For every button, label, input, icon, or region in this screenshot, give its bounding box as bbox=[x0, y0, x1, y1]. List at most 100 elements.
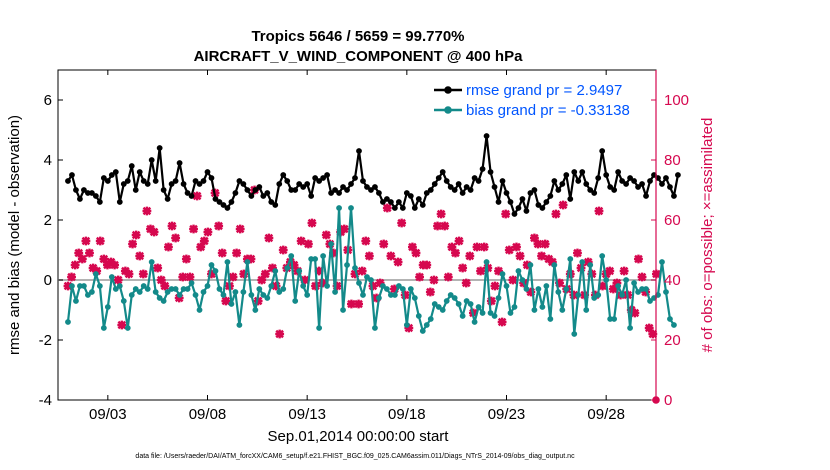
obs-count-marker bbox=[192, 191, 202, 201]
bias-point bbox=[332, 289, 338, 295]
obs-count-marker bbox=[113, 275, 123, 285]
obs-count-marker bbox=[260, 269, 270, 279]
obs-count-marker bbox=[368, 281, 378, 291]
bias-point bbox=[575, 292, 582, 298]
rmse-point bbox=[615, 169, 622, 175]
rmse-point bbox=[547, 193, 554, 199]
bias-point bbox=[276, 289, 283, 295]
obs-count-marker bbox=[117, 320, 127, 330]
obs-count-marker bbox=[540, 239, 550, 249]
rmse-point bbox=[643, 193, 649, 199]
obs-count-marker bbox=[504, 245, 514, 255]
bias-point bbox=[499, 271, 506, 277]
obs-count-marker bbox=[239, 269, 249, 279]
bias-point bbox=[523, 286, 530, 292]
obs-count-marker bbox=[303, 239, 313, 249]
obs-count-marker bbox=[404, 323, 414, 333]
rmse-point bbox=[216, 199, 223, 205]
rmse-point bbox=[212, 196, 219, 202]
bias-point bbox=[415, 313, 422, 319]
rmse-point bbox=[220, 202, 227, 208]
bias-point bbox=[316, 325, 323, 331]
rmse-point bbox=[96, 199, 103, 205]
bias-point bbox=[77, 283, 83, 289]
rmse-point bbox=[356, 148, 362, 154]
obs-count-marker bbox=[386, 251, 396, 261]
bias-point bbox=[264, 295, 271, 301]
obs-count-marker bbox=[605, 266, 615, 276]
rmse-point bbox=[360, 178, 366, 184]
rmse-point bbox=[487, 169, 494, 175]
obs-count-marker bbox=[128, 239, 137, 249]
rmse-point bbox=[344, 187, 350, 193]
obs-count-marker bbox=[630, 308, 640, 318]
obs-count-marker bbox=[174, 293, 184, 303]
rmse-point bbox=[507, 199, 514, 205]
rmse-point bbox=[168, 181, 175, 187]
data-file-note: data file: /Users/raeder/DAI/ATM_forcXX/… bbox=[135, 453, 575, 460]
rmse-point bbox=[631, 178, 637, 184]
obs-count-marker bbox=[181, 254, 191, 264]
bias-point bbox=[100, 325, 107, 331]
obs-count-marker bbox=[246, 254, 256, 264]
chart-subtitle: AIRCRAFT_V_WIND_COMPONENT @ 400 hPa bbox=[194, 48, 524, 65]
obs-count-marker bbox=[153, 263, 163, 273]
y2-tick-label: 100 bbox=[664, 92, 689, 109]
obs-count-marker bbox=[361, 236, 371, 246]
bias-point bbox=[495, 295, 502, 301]
bias-point bbox=[224, 259, 231, 265]
rmse-point bbox=[587, 187, 594, 193]
obs-count-marker bbox=[465, 251, 475, 261]
bias-point bbox=[280, 286, 287, 292]
bias-point bbox=[368, 277, 374, 283]
rmse-point bbox=[603, 172, 610, 178]
rmse-point bbox=[232, 190, 239, 196]
x-axis: 09/03 09/08 09/13 09/18 09/23 09/28 bbox=[89, 70, 625, 423]
rmse-point bbox=[667, 184, 673, 190]
bias-point bbox=[252, 307, 259, 313]
rmse-point bbox=[296, 181, 303, 187]
bias-point bbox=[296, 268, 303, 274]
bias-point bbox=[619, 292, 626, 298]
bias-point bbox=[515, 268, 522, 274]
obs-count-marker bbox=[526, 287, 536, 297]
rmse-point bbox=[671, 193, 677, 199]
rmse-point bbox=[571, 169, 578, 175]
bias-point bbox=[308, 256, 315, 262]
obs-count-marker bbox=[81, 236, 91, 246]
rmse-point bbox=[471, 175, 478, 181]
obs-count-marker bbox=[196, 242, 206, 252]
rmse-point bbox=[77, 196, 83, 202]
bias-point bbox=[471, 319, 478, 325]
obs-count-marker bbox=[648, 329, 658, 339]
bias-point bbox=[81, 283, 87, 289]
bias-point bbox=[407, 286, 414, 292]
rmse-point bbox=[447, 184, 454, 190]
rmse-point bbox=[479, 166, 486, 172]
rmse-point bbox=[69, 172, 75, 178]
y2-axis: 0 20 40 60 80 100 bbox=[651, 70, 689, 409]
obs-count-marker bbox=[375, 278, 385, 288]
rmse-point bbox=[591, 190, 598, 196]
rmse-point bbox=[459, 190, 466, 196]
rmse-point bbox=[228, 199, 235, 205]
obs-count-marker bbox=[135, 251, 145, 261]
rmse-point bbox=[180, 181, 187, 187]
obs-count-marker bbox=[476, 266, 486, 276]
rmse-point bbox=[148, 157, 155, 163]
rmse-point bbox=[188, 193, 195, 199]
obs-count-marker bbox=[537, 251, 547, 261]
rmse-point bbox=[300, 184, 307, 190]
rmse-point bbox=[611, 187, 618, 193]
obs-count-marker bbox=[461, 278, 471, 288]
obs-count-marker bbox=[501, 209, 511, 219]
obs-count-marker bbox=[494, 266, 503, 276]
obs-count-marker bbox=[63, 281, 73, 291]
bias-point bbox=[73, 298, 79, 304]
bias-point bbox=[511, 304, 518, 310]
bias-point bbox=[667, 316, 673, 322]
x-tick-label: 09/03 bbox=[89, 406, 127, 423]
rmse-point bbox=[348, 181, 354, 187]
rmse-point bbox=[132, 187, 139, 193]
obs-count-marker bbox=[203, 227, 213, 237]
